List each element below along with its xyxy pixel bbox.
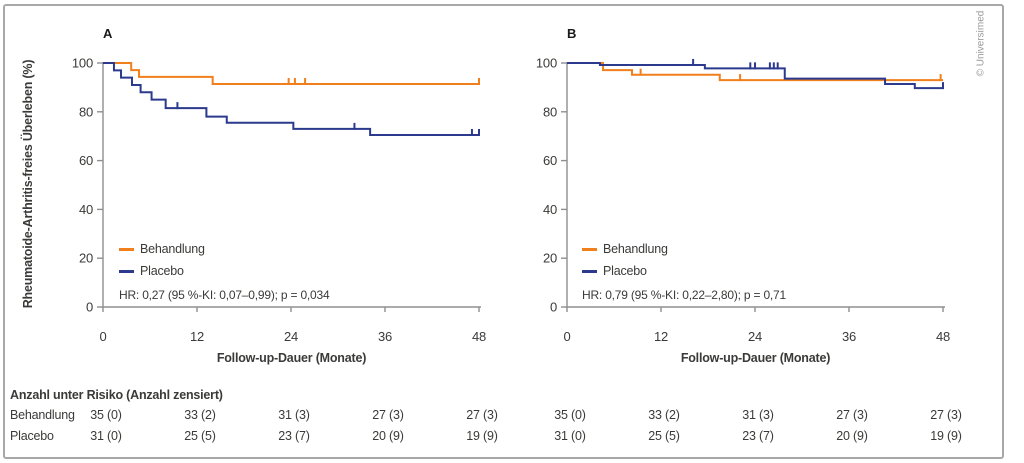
risk-table-cell: 25 (5)	[184, 429, 216, 443]
y-tick-label: 0	[550, 300, 557, 315]
x-tick-label: 36	[378, 329, 392, 344]
hr-annotation-panel-a: HR: 0,27 (95 %-KI: 0,07–0,99); p = 0,034	[119, 288, 330, 302]
risk-table-cell: 31 (0)	[554, 429, 586, 443]
copyright-credit: © Universimed	[975, 10, 987, 77]
treatment-line-swatch-icon	[119, 247, 134, 251]
risk-table-cell: 23 (7)	[278, 429, 310, 443]
placebo-line-swatch-icon	[582, 269, 597, 273]
risk-table-cell: 19 (9)	[930, 429, 962, 443]
treatment-line-swatch-icon	[582, 247, 597, 251]
y-tick-label: 60	[543, 153, 557, 168]
km-curve-behandlung	[103, 62, 479, 85]
y-tick-label: 80	[543, 104, 557, 119]
x-tick-label: 48	[936, 329, 950, 344]
y-tick-label: 40	[543, 202, 557, 217]
y-tick-label: 80	[79, 104, 93, 119]
x-tick-label: 36	[842, 329, 856, 344]
y-tick-label: 100	[72, 56, 93, 71]
risk-table-rowlabel-placebo: Placebo	[10, 429, 54, 443]
legend-panel-a: Behandlung Placebo	[119, 238, 339, 282]
x-tick-label: 48	[472, 329, 486, 344]
risk-table-cell: 35 (0)	[554, 408, 586, 422]
y-tick-label: 20	[543, 251, 557, 266]
x-tick-label: 24	[284, 329, 298, 344]
risk-table-cell: 27 (3)	[930, 408, 962, 422]
risk-table-cell: 31 (3)	[742, 408, 774, 422]
x-axis-title-panel-a: Follow-up-Dauer (Monate)	[216, 351, 367, 365]
legend-item-placebo: Placebo	[582, 260, 802, 282]
x-tick-label: 0	[563, 329, 570, 344]
risk-table-header: Anzahl unter Risiko (Anzahl zensiert)	[10, 388, 223, 402]
x-axis-title-panel-b: Follow-up-Dauer (Monate)	[680, 351, 831, 365]
legend-label-treatment: Behandlung	[603, 242, 668, 256]
risk-table-cell: 20 (9)	[372, 429, 404, 443]
y-tick-label: 0	[86, 300, 93, 315]
km-curve-placebo	[567, 62, 943, 90]
km-curve-placebo	[103, 62, 479, 136]
risk-table-cell: 33 (2)	[184, 408, 216, 422]
legend-item-treatment: Behandlung	[119, 238, 339, 260]
panel-a-label: A	[103, 26, 113, 41]
y-tick-label: 60	[79, 153, 93, 168]
hr-annotation-panel-b: HR: 0,79 (95 %-KI: 0,22–2,80); p = 0,71	[582, 288, 786, 302]
risk-table-cell: 27 (3)	[466, 408, 498, 422]
x-tick-label: 0	[99, 329, 106, 344]
panel-b-label: B	[567, 26, 577, 41]
risk-table-cell: 20 (9)	[836, 429, 868, 443]
legend-panel-b: Behandlung Placebo	[582, 238, 802, 282]
risk-table-cell: 33 (2)	[648, 408, 680, 422]
y-tick-label: 100	[536, 56, 557, 71]
y-axis-title: Rheumatoide-Arthritis-freies Überleben (…	[21, 59, 35, 309]
risk-table-cell: 25 (5)	[648, 429, 680, 443]
x-tick-label: 12	[654, 329, 668, 344]
y-tick-label: 20	[79, 251, 93, 266]
risk-table-cell: 31 (3)	[278, 408, 310, 422]
legend-label-placebo: Placebo	[140, 264, 184, 278]
x-tick-label: 24	[748, 329, 762, 344]
risk-table-cell: 27 (3)	[372, 408, 404, 422]
risk-table-cell: 19 (9)	[466, 429, 498, 443]
risk-table-rowlabel-treatment: Behandlung	[10, 408, 75, 422]
risk-table-cell: 31 (0)	[90, 429, 122, 443]
risk-table-cell: 23 (7)	[742, 429, 774, 443]
legend-label-placebo: Placebo	[603, 264, 647, 278]
legend-item-placebo: Placebo	[119, 260, 339, 282]
risk-table-cell: 35 (0)	[90, 408, 122, 422]
y-tick-label: 40	[79, 202, 93, 217]
x-tick-label: 12	[190, 329, 204, 344]
placebo-line-swatch-icon	[119, 269, 134, 273]
risk-table-cell: 27 (3)	[836, 408, 868, 422]
legend-item-treatment: Behandlung	[582, 238, 802, 260]
legend-label-treatment: Behandlung	[140, 242, 205, 256]
